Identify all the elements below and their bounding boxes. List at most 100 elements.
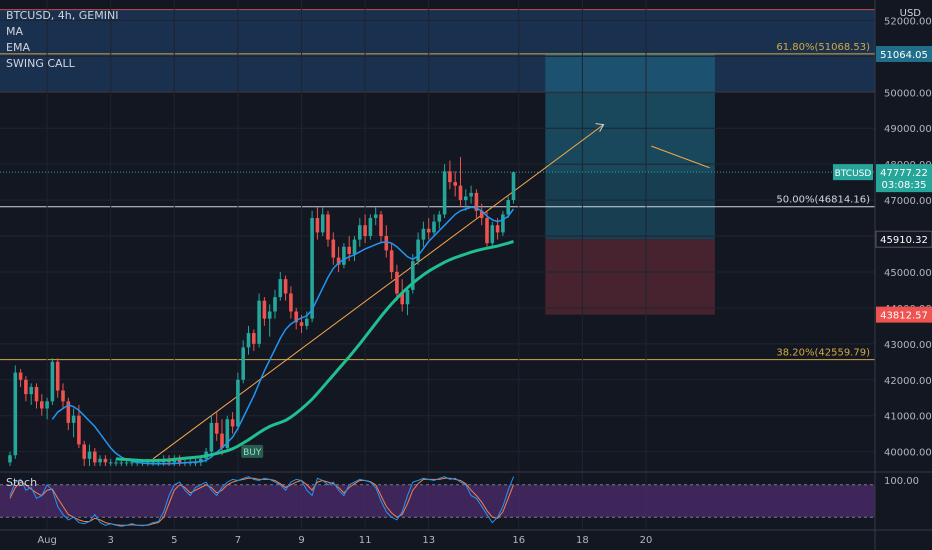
candle-body xyxy=(363,225,367,236)
candle-body xyxy=(156,462,161,464)
price-tick-label: 41000.00 xyxy=(884,412,932,423)
candle-body xyxy=(130,462,134,464)
candle-body xyxy=(379,214,383,236)
time-tick-label: 9 xyxy=(298,535,304,546)
candle-body xyxy=(93,451,97,463)
grid-layer xyxy=(0,0,875,530)
candle-body xyxy=(342,246,346,265)
profit-zone-lower xyxy=(545,172,715,240)
price-badge: 43812.57 xyxy=(880,311,928,322)
symbol-badge-bg xyxy=(833,164,873,181)
indicator-swing-call-label[interactable]: SWING CALL xyxy=(6,57,75,70)
candle-body xyxy=(236,379,240,427)
price-tick-label: 43000.00 xyxy=(884,340,932,351)
candle-body xyxy=(294,311,298,323)
candle-body xyxy=(103,458,108,463)
candle-body xyxy=(225,419,230,449)
price-badge: 45910.32 xyxy=(880,235,928,246)
candle-body xyxy=(469,192,473,197)
candle-body xyxy=(326,214,330,240)
buy-label: BUY xyxy=(243,448,262,458)
candle-body xyxy=(24,379,28,395)
candle-body xyxy=(305,318,309,326)
loss-zone xyxy=(545,239,715,315)
price-tick-label: 50000.00 xyxy=(884,88,932,99)
candle-body xyxy=(283,279,288,294)
candle-body xyxy=(18,372,23,380)
candle-body xyxy=(320,214,325,233)
indicator-ema-label[interactable]: EMA xyxy=(6,41,30,54)
candle-body xyxy=(29,386,33,395)
price-tick-label: 42000.00 xyxy=(884,376,932,387)
profit-zone-upper xyxy=(545,54,715,173)
candle-body xyxy=(458,185,463,201)
candle-body xyxy=(13,372,18,456)
price-tick-label: 45000.00 xyxy=(884,268,932,279)
candle-body xyxy=(45,401,49,409)
candle-body xyxy=(246,333,251,348)
candle-body xyxy=(8,455,12,463)
candle-body xyxy=(315,218,320,233)
candle-body xyxy=(347,246,351,254)
candle-body xyxy=(71,415,76,423)
candle-body xyxy=(437,214,442,222)
candle-body xyxy=(220,433,224,449)
indicator-lines-layer xyxy=(51,206,515,465)
candle-body xyxy=(34,386,39,402)
candle-body xyxy=(61,390,65,402)
price-badge-bg xyxy=(876,306,932,323)
price-tick-label: 47000.00 xyxy=(884,196,932,207)
ema-line xyxy=(115,239,514,463)
candle-body xyxy=(432,221,436,233)
candle-body xyxy=(395,271,399,294)
candle-body xyxy=(55,361,60,391)
symbol-title[interactable]: BTCUSD, 4h, GEMINI xyxy=(6,9,119,22)
fib-level-label: 61.80%(51068.53) xyxy=(776,42,870,53)
candle-body xyxy=(373,214,378,219)
current-price: 47777.22 xyxy=(880,168,928,179)
stoch-title[interactable]: Stoch xyxy=(6,476,38,489)
candle-body xyxy=(511,172,516,201)
stoch-k-line xyxy=(9,476,514,527)
ma-line xyxy=(51,206,515,465)
top-zone xyxy=(0,9,875,93)
time-tick-label: 18 xyxy=(576,535,589,546)
candle-body xyxy=(278,279,283,298)
candle-body xyxy=(50,361,55,402)
candle-body xyxy=(479,210,484,219)
time-tick-label: 7 xyxy=(235,535,241,546)
candle-body xyxy=(199,458,203,463)
candles-layer xyxy=(8,156,516,466)
candle-body xyxy=(464,196,468,201)
candle-body xyxy=(230,419,235,427)
candle-body xyxy=(411,261,415,290)
time-tick-label: 5 xyxy=(171,535,177,546)
bar-countdown: 03:08:35 xyxy=(882,180,927,191)
candle-body xyxy=(40,401,44,409)
candle-body xyxy=(501,214,505,233)
trend-arrow-head xyxy=(595,123,605,132)
candle-body xyxy=(114,462,118,464)
candle-body xyxy=(77,415,81,445)
time-tick-label: Aug xyxy=(37,535,57,546)
time-tick-label: 16 xyxy=(512,535,525,546)
candle-body xyxy=(426,228,431,233)
price-badge-bg xyxy=(876,46,932,63)
candle-body xyxy=(352,239,357,254)
candle-body xyxy=(400,293,404,305)
candle-body xyxy=(66,401,71,423)
candle-body xyxy=(82,444,86,459)
candle-body xyxy=(448,171,452,183)
price-badge: 51064.05 xyxy=(880,50,928,61)
candle-body xyxy=(241,347,245,380)
candle-body xyxy=(124,462,129,464)
candle-body xyxy=(474,192,479,211)
candle-body xyxy=(310,218,314,319)
indicator-ma-label[interactable]: MA xyxy=(6,25,24,38)
price-tick-label: 49000.00 xyxy=(884,124,932,135)
candle-body xyxy=(358,225,362,240)
candle-body xyxy=(87,451,92,459)
projection-line xyxy=(651,145,710,169)
